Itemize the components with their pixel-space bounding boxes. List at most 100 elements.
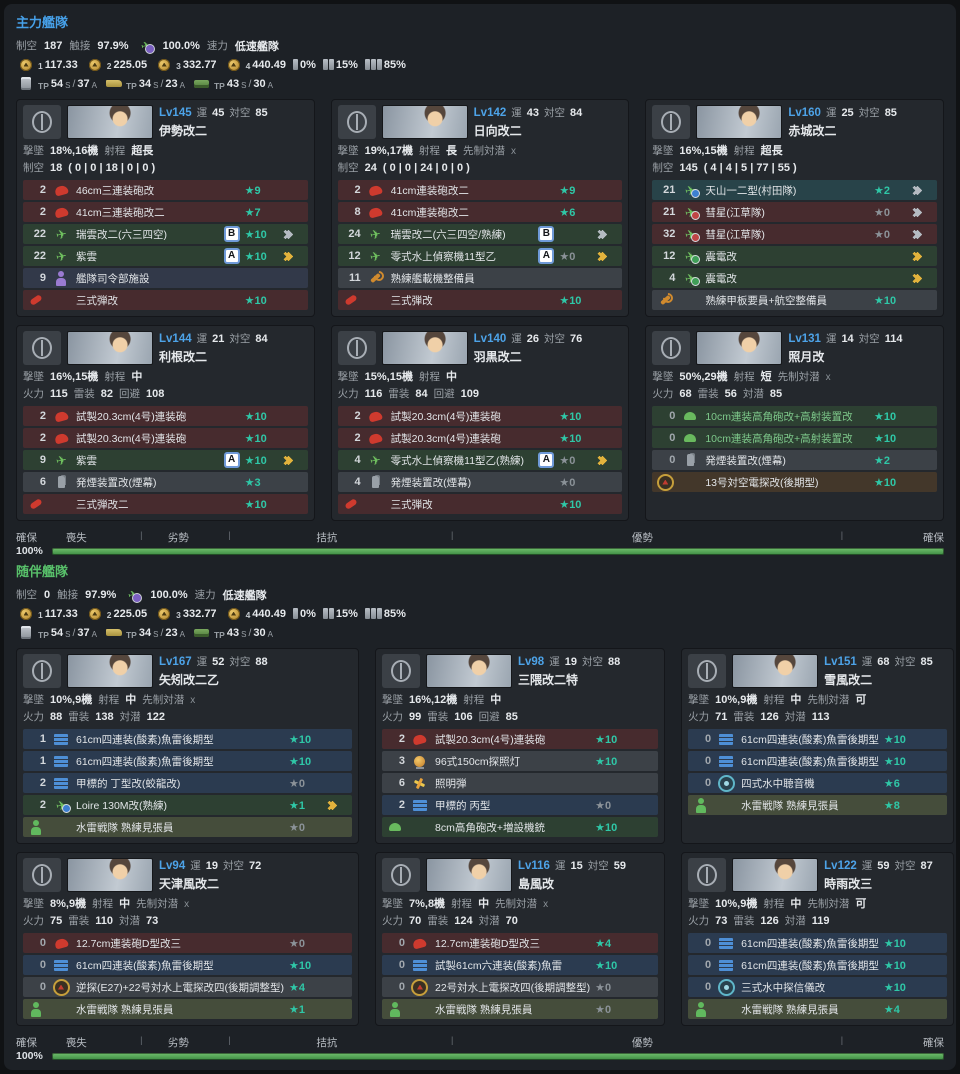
equipment-row[interactable]: 2 試製20.3cm(4号)連装砲 ★10 [23,428,308,448]
equipment-row[interactable]: 0 試製61cm六連装(酸素)魚雷 ★10 [381,955,659,975]
equipment-row[interactable]: 8cm高角砲改+増設機銃 ★10 [381,817,659,837]
equipment-row[interactable]: 22 瑞雲改二(六三四空) B ★10 [23,224,308,244]
equipment-row[interactable]: 6 発煙装置改(煙幕) ★3 [23,472,308,492]
equipment-row[interactable]: 21 彗星(江草隊) ★0 [652,202,937,222]
equipment-row[interactable]: 0 12.7cm連装砲D型改三 ★4 [381,933,659,953]
ship-card[interactable]: Lv98 運 19 対空 88 三隈改二特 撃墜 16%,12機 射程中 火力 99 雷… [374,648,666,844]
ship-card[interactable]: Lv94 運 19 対空 72 天津風改二 撃墜 8%,9機 射程中先制対潜 x 火力… [16,852,359,1026]
ship-card[interactable]: Lv145 運 45 対空 85 伊勢改二 撃墜 18%,16機 射程 超長 制空 18… [16,99,315,317]
ship-portrait[interactable] [696,331,783,365]
equipment-row[interactable]: 0 発煙装置改(煙幕) ★2 [652,450,937,470]
ship-card[interactable]: Lv151 運 68 対空 85 雪風改二 撃墜 10%,9機 射程中先制対潜可 火… [681,648,954,844]
equipment-row[interactable]: 0 61cm四連装(酸素)魚雷後期型 ★10 [23,955,352,975]
equipment-row[interactable]: 2 試製20.3cm(4号)連装砲 ★10 [23,406,308,426]
ship-portrait[interactable] [425,654,512,688]
ship-card[interactable]: Lv122 運 59 対空 87 時雨改三 撃墜 10%,9機 射程中先制対潜可 火… [681,852,954,1026]
equipment-row[interactable]: 2 46cm三連装砲改 ★9 [23,180,308,200]
ship-card[interactable]: Lv142 運 43 対空 84 日向改二 撃墜 19%,17機 射程長先制対潜 x … [330,99,630,317]
equipment-name: 甲標的 丁型改(蛟龍改) [76,777,181,790]
stat-value: 85% [383,58,406,71]
ship-portrait[interactable] [67,105,153,139]
stat-value: 97.9% [85,588,117,601]
equipment-row[interactable]: 0 四式水中聴音機 ★6 [688,773,947,793]
ship-portrait[interactable] [67,331,153,365]
equipment-row[interactable]: 2 41cm三連装砲改二 ★7 [23,202,308,222]
equipment-row[interactable]: 水雷戦隊 熟練見張員 ★0 [23,817,352,837]
equipment-row[interactable]: 2 試製20.3cm(4号)連装砲 ★10 [337,406,623,426]
stat-label: 雷装 [697,388,719,400]
ship-card[interactable]: Lv131 運 14 対空 114 照月改 撃墜 50%,29機 射程短先制対潜 x … [645,325,944,521]
equipment-row[interactable]: 三式弾改 ★10 [23,290,308,310]
equipment-row[interactable]: 2 Loire 130M改(熟練) ★1 [23,795,352,815]
equipment-row[interactable]: 0 61cm四連装(酸素)魚雷後期型 ★10 [688,933,947,953]
equipment-row[interactable]: 0 61cm四連装(酸素)魚雷後期型 ★10 [688,729,947,749]
equipment-row[interactable]: 13号対空電探改(後期型) ★10 [652,472,937,492]
equipment-row[interactable]: 8 41cm連装砲改二 ★6 [337,202,623,222]
equipment-row[interactable]: 2 甲標的 丙型 ★0 [381,795,659,815]
equipment-row[interactable]: 三式弾改 ★10 [337,290,623,310]
ship-portrait[interactable] [696,105,783,139]
equipment-row[interactable]: 22 紫雲 A ★10 [23,246,308,266]
equipment-row[interactable]: 水雷戦隊 熟練見張員 ★1 [23,999,352,1019]
equipment-row[interactable]: 0 12.7cm連装砲D型改三 ★0 [23,933,352,953]
radius-index: 4 [245,609,251,620]
ship-card[interactable]: Lv144 運 21 対空 84 利根改二 撃墜 16%,15機 射程中 火力 115… [16,325,315,521]
equipment-row[interactable]: 6 照明弾 [381,773,659,793]
equipment-row[interactable]: 4 零式水上偵察機11型乙(熟練) A ★0 [337,450,623,470]
ship-portrait[interactable] [381,105,468,139]
equipment-list: 0 61cm四連装(酸素)魚雷後期型 ★10 0 61cm四連装(酸素)魚雷後期… [688,729,947,815]
equipment-row[interactable]: 3 96式150cm探照灯 ★10 [381,751,659,771]
ship-portrait[interactable] [425,858,512,892]
equipment-name: 水雷戦隊 熟練見張員 [741,1003,839,1016]
proficiency-chevron-icon [594,227,617,241]
ship-card[interactable]: Lv167 運 52 対空 88 矢矧改二乙 撃墜 10%,9機 射程中先制対潜 x … [16,648,359,844]
equipment-row[interactable]: 2 41cm連装砲改二 ★9 [337,180,623,200]
improvement-stars: ★10 [873,432,897,445]
equipment-row[interactable]: 1 61cm四連装(酸素)魚雷後期型 ★10 [23,729,352,749]
equipment-name: 10cm連装高角砲改+高射装置改 [705,410,853,423]
equipment-row[interactable]: 0 61cm四連装(酸素)魚雷後期型 ★10 [688,955,947,975]
equipment-row[interactable]: 9 艦隊司令部施設 [23,268,308,288]
stat-value: 中 [125,694,137,706]
equipment-row[interactable]: 24 瑞雲改二(六三四空/熟練) B [337,224,623,244]
equipment-row[interactable]: 11 熟練艦載機整備員 [337,268,623,288]
equipment-row[interactable]: 三式弾改 ★10 [337,494,623,514]
equipment-row[interactable]: 0 10cm連装高角砲改+高射装置改 ★10 [652,428,937,448]
equipment-row[interactable]: 0 三式水中探信儀改 ★10 [688,977,947,997]
equipment-row[interactable]: 水雷戦隊 熟練見張員 ★8 [688,795,947,815]
equipment-row[interactable]: 4 震電改 [652,268,937,288]
equipment-row[interactable]: 0 22号対水上電探改四(後期調整型) ★0 [381,977,659,997]
ship-card[interactable]: Lv116 運 15 対空 59 島風改 撃墜 7%,8機 射程中先制対潜 x 火力 7… [374,852,666,1026]
ship-portrait[interactable] [732,654,819,688]
equipment-row[interactable]: 三式弾改二 ★10 [23,494,308,514]
ship-portrait[interactable] [381,331,468,365]
equipment-row[interactable]: 2 試製20.3cm(4号)連装砲 ★10 [381,729,659,749]
ship-portrait[interactable] [67,654,153,688]
equipment-row[interactable]: 12 零式水上偵察機11型乙 A ★0 [337,246,623,266]
equipment-row[interactable]: 12 震電改 [652,246,937,266]
equipment-row[interactable]: 9 紫雲 A ★10 [23,450,308,470]
equipment-row[interactable]: 0 10cm連装高角砲改+高射装置改 ★10 [652,406,937,426]
ship-portrait[interactable] [67,858,153,892]
luck-value: 14 [841,333,854,345]
ship-card[interactable]: Lv160 運 25 対空 85 赤城改二 撃墜 16%,15機 射程 超長 制空 14… [645,99,944,317]
equipment-row[interactable]: 水雷戦隊 熟練見張員 ★0 [381,999,659,1019]
equipment-row[interactable]: 熟練甲板要員+航空整備員 ★10 [652,290,937,310]
equipment-row[interactable]: 2 試製20.3cm(4号)連装砲 ★10 [337,428,623,448]
ship-portrait[interactable] [732,858,819,892]
equipment-row[interactable]: 4 発煙装置改(煙幕) ★0 [337,472,623,492]
tp-unit: S [241,629,247,639]
equipment-row[interactable]: 水雷戦隊 熟練見張員 ★4 [688,999,947,1019]
equipment-row[interactable]: 2 甲標的 丁型改(蛟龍改) ★0 [23,773,352,793]
aa-label: 対空 [858,107,880,119]
stat-label: 回避 [119,388,140,400]
equipment-row[interactable]: 32 彗星(江草隊) ★0 [652,224,937,244]
equipment-row[interactable]: 1 61cm四連装(酸素)魚雷後期型 ★10 [23,751,352,771]
proficiency-chevron-icon [923,732,942,746]
equipment-row[interactable]: 0 61cm四連装(酸素)魚雷後期型 ★10 [688,751,947,771]
ship-card[interactable]: Lv140 運 26 対空 76 羽黒改二 撃墜 15%,15機 射程中 火力 116… [330,325,630,521]
equipment-row[interactable]: 21 天山一二型(村田隊) ★2 [652,180,937,200]
equipment-row[interactable]: 0 逆探(E27)+22号対水上電探改四(後期調整型) ★4 [23,977,352,997]
stat-label: 先制対潜 [807,898,850,910]
improvement-stars: ★10 [559,432,582,445]
